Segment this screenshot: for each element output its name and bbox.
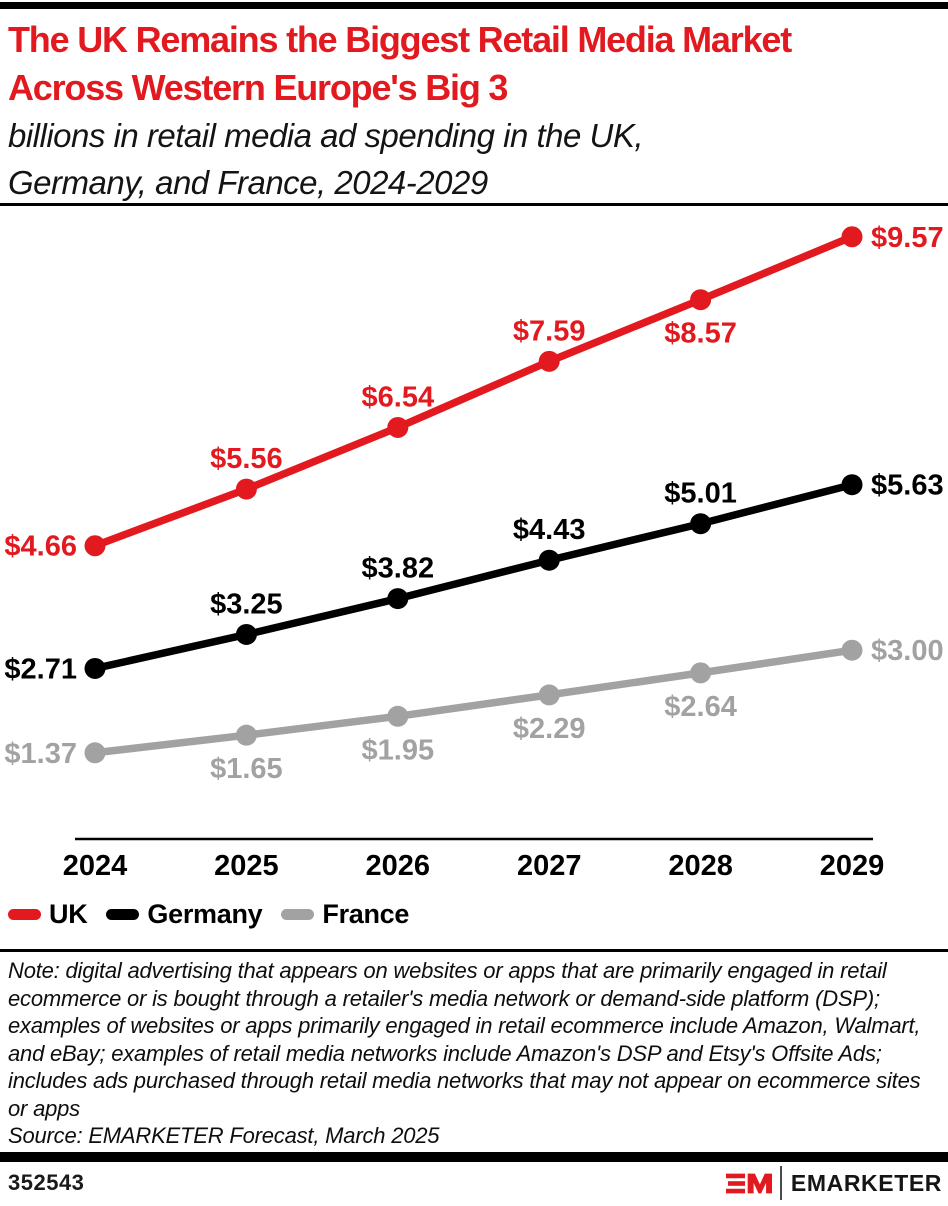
germany-value-label: $3.25 [210,588,283,620]
germany-value-label: $3.82 [362,553,435,585]
france-value-label: $1.37 [4,738,77,770]
title-line-1: The UK Remains the Biggest Retail Media … [8,19,792,60]
france-value-label: $1.95 [362,734,435,766]
legend-label-germany: Germany [147,898,263,929]
uk-point [235,478,257,500]
header-divider [0,203,948,206]
legend-item-germany: Germany [106,898,263,930]
germany-point [84,657,106,679]
france-value-label: $2.29 [513,713,586,745]
uk-point [690,289,712,311]
germany-line [91,480,856,673]
x-axis-tick-label: 2027 [517,850,582,882]
germany-value-label: $5.01 [664,478,737,510]
france-point [841,639,863,661]
france-point [235,724,257,746]
x-axis-tick-label: 2024 [63,850,128,882]
uk-value-label: $4.66 [4,531,77,563]
france-point [84,742,106,764]
france-point [538,684,560,706]
legend-item-uk: UK [8,898,88,930]
germany-value-label: $2.71 [4,653,77,685]
uk-point [538,350,560,372]
legend-item-france: France [281,899,409,930]
page-title: The UK Remains the Biggest Retail Media … [8,16,938,112]
germany-value-label: $4.43 [513,514,586,546]
france-point [387,705,409,727]
uk-point [84,535,106,557]
title-line-2: Across Western Europe's Big 3 [8,67,508,108]
x-axis-tick-label: 2026 [366,850,431,882]
top-border-bar [0,2,948,9]
bottom-border-bar [0,1152,948,1162]
brand-name: EMARKETER [790,1169,942,1196]
source-text: Source: EMARKETER Forecast, March 2025 [8,1123,440,1148]
uk-value-label: $6.54 [362,381,435,413]
brand-lockup: EMARKETER [725,1164,942,1202]
france-value-label: $2.64 [664,691,737,723]
germany-value-label: $5.63 [871,470,944,502]
chart-legend: UK Germany France [8,897,409,931]
france-value-label: $1.65 [210,753,283,785]
footnote-block: Note: digital advertising that appears o… [8,957,944,1150]
germany-point [538,549,560,571]
france-line [91,646,856,757]
legend-swatch-germany [106,908,140,920]
footnote-text: Note: digital advertising that appears o… [8,958,921,1121]
legend-swatch-uk [8,908,41,920]
germany-point [387,588,409,610]
subtitle-line-1: billions in retail media ad spending in … [8,117,644,154]
x-axis-tick-label: 2025 [214,850,279,882]
uk-value-label: $9.57 [871,222,944,254]
chart-subtitle: billions in retail media ad spending in … [8,112,938,206]
subtitle-line-2: Germany, and France, 2024-2029 [8,164,488,201]
uk-line [91,233,856,550]
uk-value-label: $5.56 [210,443,283,475]
chart-number: 352543 [8,1170,85,1195]
france-point [690,662,712,684]
legend-swatch-france [281,908,315,920]
germany-point [841,474,863,496]
brand-divider [779,1166,782,1200]
france-value-label: $3.00 [871,635,944,667]
legend-label-uk: UK [49,898,88,929]
germany-point [690,513,712,535]
footnote-divider [0,949,948,952]
uk-point [841,226,863,248]
x-axis-tick-label: 2029 [820,850,885,882]
uk-value-label: $8.57 [664,318,737,350]
germany-point [235,623,257,645]
uk-point [387,416,409,438]
x-axis-tick-label: 2028 [668,850,733,882]
emarketer-monogram-icon [725,1173,772,1193]
legend-label-france: France [322,898,410,929]
uk-value-label: $7.59 [513,315,586,347]
